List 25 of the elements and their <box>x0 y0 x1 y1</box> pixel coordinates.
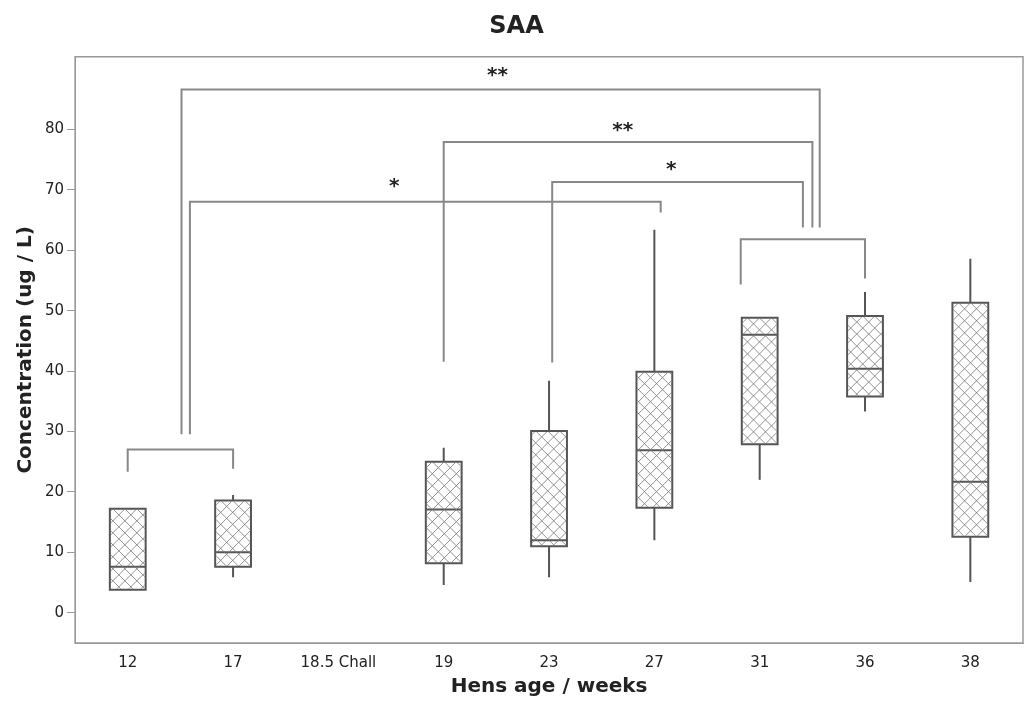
y-tick-label: 50 <box>44 300 65 319</box>
annotation: * <box>388 172 400 197</box>
x-tick-label: 19 <box>434 652 454 671</box>
x-tick-label: 36 <box>855 652 875 671</box>
y-tick-label: 10 <box>44 542 65 561</box>
y-tick-label: 40 <box>44 360 65 379</box>
x-axis-title: Hens age / weeks <box>450 673 648 698</box>
y-tick-label: 20 <box>44 481 65 500</box>
x-tick-label: 18.5 Chall <box>300 652 377 671</box>
x-tick-label: 12 <box>118 652 138 671</box>
x-tick-label: 38 <box>960 652 980 671</box>
x-tick-label: 23 <box>539 652 559 671</box>
y-tick-label: 0 <box>54 602 65 621</box>
annotation: ** <box>486 61 509 86</box>
y-tick-label: 60 <box>44 240 65 259</box>
annotation: ** <box>612 116 634 141</box>
y-tick-label: 70 <box>44 179 65 198</box>
x-tick-label: 17 <box>223 652 243 671</box>
y-axis-title: Concentration (ug / L) <box>12 226 37 474</box>
y-tick-label: 80 <box>44 119 65 138</box>
y-tick-label: 30 <box>44 421 65 440</box>
x-tick-label: 27 <box>644 652 664 671</box>
chart-title: SAA <box>489 10 545 39</box>
annotation: * <box>665 156 677 181</box>
x-tick-label: 31 <box>750 652 770 671</box>
